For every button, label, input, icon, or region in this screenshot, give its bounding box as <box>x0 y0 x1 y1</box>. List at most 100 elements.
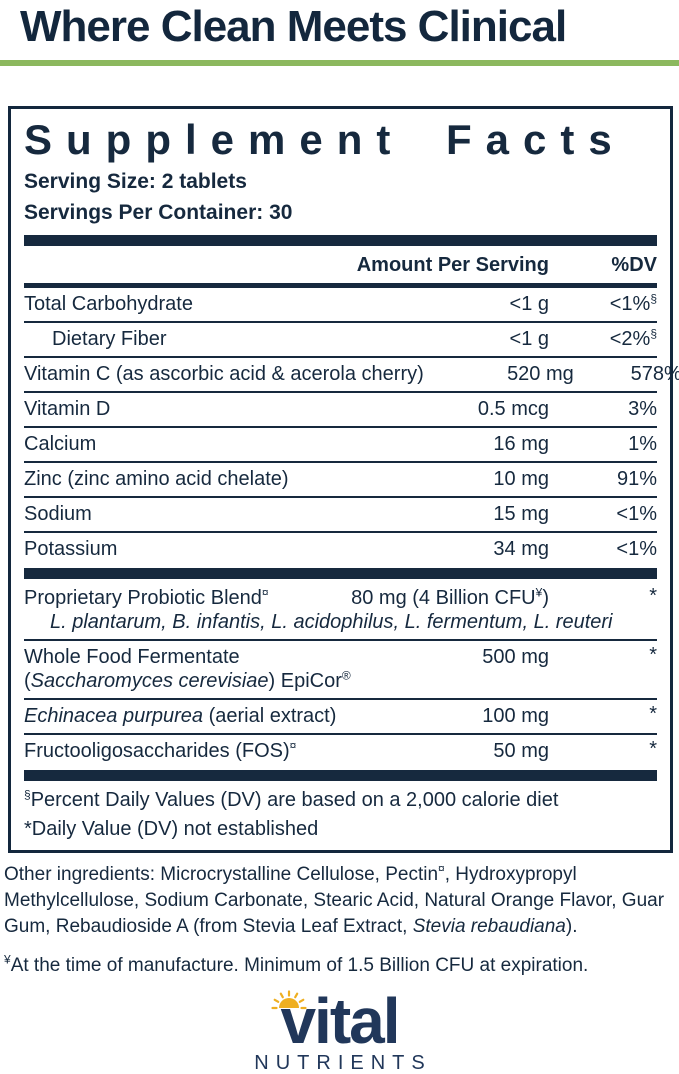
blend-amount: 80 mg (4 Billion CFU¥) <box>319 585 549 610</box>
table-row: Total Carbohydrate <1 g <1%§ <box>24 288 657 321</box>
row-separator <box>24 531 657 534</box>
servings-per-container: Servings Per Container: 30 <box>24 200 293 224</box>
divider-bar-thick <box>24 235 657 247</box>
footnote-daily-values: §Percent Daily Values (DV) are based on … <box>24 787 657 813</box>
row-separator <box>24 639 657 642</box>
nutrient-name: Calcium <box>24 433 97 456</box>
manufacture-note: ¥At the time of manufacture. Minimum of … <box>4 954 675 979</box>
nutrient-amount: 34 mg <box>493 538 549 561</box>
footnote-daily-values-text: Percent Daily Values (DV) are based on a… <box>30 789 559 812</box>
row-separator <box>24 496 657 499</box>
nutrient-dv: 3% <box>628 398 657 421</box>
nutrient-name: Vitamin C (as ascorbic acid & acerola ch… <box>24 363 424 386</box>
dv-footnote-mark: § <box>650 291 657 306</box>
dv-footnote-mark: § <box>650 326 657 341</box>
echinacea-dv: * <box>649 703 657 726</box>
fermentate-name: Whole Food Fermentate <box>24 646 240 669</box>
fos-dv: * <box>649 738 657 761</box>
nutrient-name: Sodium <box>24 503 92 526</box>
blend-species-list: L. plantarum, B. infantis, L. acidophilu… <box>50 611 613 634</box>
echinacea-species: Echinacea purpurea <box>24 705 204 728</box>
table-row-echinacea: Echinacea purpurea (aerial extract) 100 … <box>24 700 657 733</box>
table-row-probiotic-blend: Proprietary Probiotic Blend¤ 80 mg (4 Bi… <box>24 579 657 611</box>
blend-amount-close: ) <box>542 587 549 610</box>
row-separator <box>24 698 657 701</box>
table-row: Calcium 16 mg 1% <box>24 428 657 461</box>
table-row-fermentate: Whole Food Fermentate 500 mg * <box>24 641 657 670</box>
divider-bar-thick <box>24 568 657 580</box>
table-row: Vitamin D 0.5 mcg 3% <box>24 393 657 426</box>
table-row: Zinc (zinc amino acid chelate) 10 mg 91% <box>24 463 657 496</box>
nutrient-dv: 1% <box>628 433 657 456</box>
row-separator <box>24 356 657 359</box>
table-row: Dietary Fiber <1 g <2%§ <box>24 323 657 356</box>
row-separator <box>24 461 657 464</box>
page-title: Where Clean Meets Clinical <box>20 2 567 51</box>
brand-wordmark: vital NUTRIENTS <box>247 989 431 1073</box>
row-separator <box>24 391 657 394</box>
echinacea-amount: 100 mg <box>482 705 549 728</box>
nutrient-name: Total Carbohydrate <box>24 293 193 316</box>
blend-footnote-mark: ¤ <box>261 585 269 600</box>
fermentate-species: Saccharomyces cerevisiae <box>30 670 269 693</box>
sun-icon <box>271 990 307 1009</box>
nutrient-dv: <1%§ <box>549 291 657 316</box>
nutrient-name: Vitamin D <box>24 398 111 421</box>
column-header-dv: %DV <box>611 254 657 277</box>
column-header-amount: Amount Per Serving <box>356 254 549 277</box>
blend-amount-footnote-mark: ¥ <box>535 585 543 600</box>
nutrient-dv: <2%§ <box>549 326 657 351</box>
fermentate-paren-close: ) EpiCor <box>268 670 342 693</box>
brand-logo: vital NUTRIENTS <box>0 989 679 1074</box>
table-row: Potassium 34 mg <1% <box>24 533 657 566</box>
dv-value: <2% <box>609 328 651 351</box>
table-header-row: Amount Per Serving %DV <box>24 246 657 283</box>
manufacture-note-text: At the time of manufacture. Minimum of 1… <box>10 955 589 977</box>
table-row: Vitamin C (as ascorbic acid & acerola ch… <box>24 358 679 391</box>
supplement-facts-panel: Supplement Facts Serving Size: 2 tablets… <box>8 106 679 854</box>
fos-name-text: Fructooligosaccharides (FOS) <box>24 740 290 763</box>
fos-amount: 50 mg <box>493 740 549 763</box>
nutrient-amount: <1 g <box>509 293 549 316</box>
section-mark: § <box>24 787 31 802</box>
divider-bar-thick <box>24 770 657 782</box>
fermentate-paren-open: ( <box>24 670 31 693</box>
blend-name: Proprietary Probiotic Blend¤ <box>24 585 319 610</box>
nutrient-name: Zinc (zinc amino acid chelate) <box>24 468 289 491</box>
nutrient-name: Potassium <box>24 538 118 561</box>
nutrient-amount: 10 mg <box>493 468 549 491</box>
dv-value: <1% <box>609 293 651 316</box>
nutrient-amount: 0.5 mcg <box>477 398 549 421</box>
row-separator <box>24 321 657 324</box>
blend-name-text: Proprietary Probiotic Blend <box>24 587 262 610</box>
header-divider <box>0 60 679 67</box>
fos-footnote-mark: ¤ <box>289 738 297 753</box>
yen-footnote-mark: ¥ <box>4 952 11 967</box>
serving-size: Serving Size: 2 tablets <box>24 170 247 194</box>
table-row: Sodium 15 mg <1% <box>24 498 657 531</box>
brand-tagline: NUTRIENTS <box>254 1051 432 1074</box>
echinacea-name: Echinacea purpurea (aerial extract) <box>24 705 399 727</box>
other-ingredients: Other ingredients: Microcrystalline Cell… <box>4 862 675 940</box>
nutrient-name: Dietary Fiber <box>52 328 167 351</box>
table-row-fos: Fructooligosaccharides (FOS)¤ 50 mg * <box>24 735 657 768</box>
fermentate-source: (Saccharomyces cerevisiae) EpiCor® <box>24 670 657 698</box>
nutrient-amount: <1 g <box>509 328 549 351</box>
row-separator <box>24 426 657 429</box>
nutrient-dv: 91% <box>616 468 657 491</box>
other-ingredients-text: ). <box>565 916 578 938</box>
fermentate-amount: 500 mg <box>482 646 549 669</box>
fos-name: Fructooligosaccharides (FOS)¤ <box>24 738 399 763</box>
registered-mark: ® <box>341 668 351 683</box>
nutrient-dv: <1% <box>616 538 657 561</box>
other-ingredients-text: , Hydroxypropyl Methylcellulose, Sodium … <box>4 864 665 938</box>
footnote-not-established: *Daily Value (DV) not established <box>24 817 319 840</box>
pectin-footnote-mark: ¤ <box>438 861 445 876</box>
blend-amount-text: 80 mg (4 Billion CFU <box>351 587 536 610</box>
blend-dv: * <box>649 585 657 608</box>
fermentate-dv: * <box>649 644 657 667</box>
divider-bar-medium <box>24 283 657 289</box>
other-ingredients-text: Other ingredients: Microcrystalline Cell… <box>4 864 439 886</box>
nutrient-amount: 16 mg <box>493 433 549 456</box>
